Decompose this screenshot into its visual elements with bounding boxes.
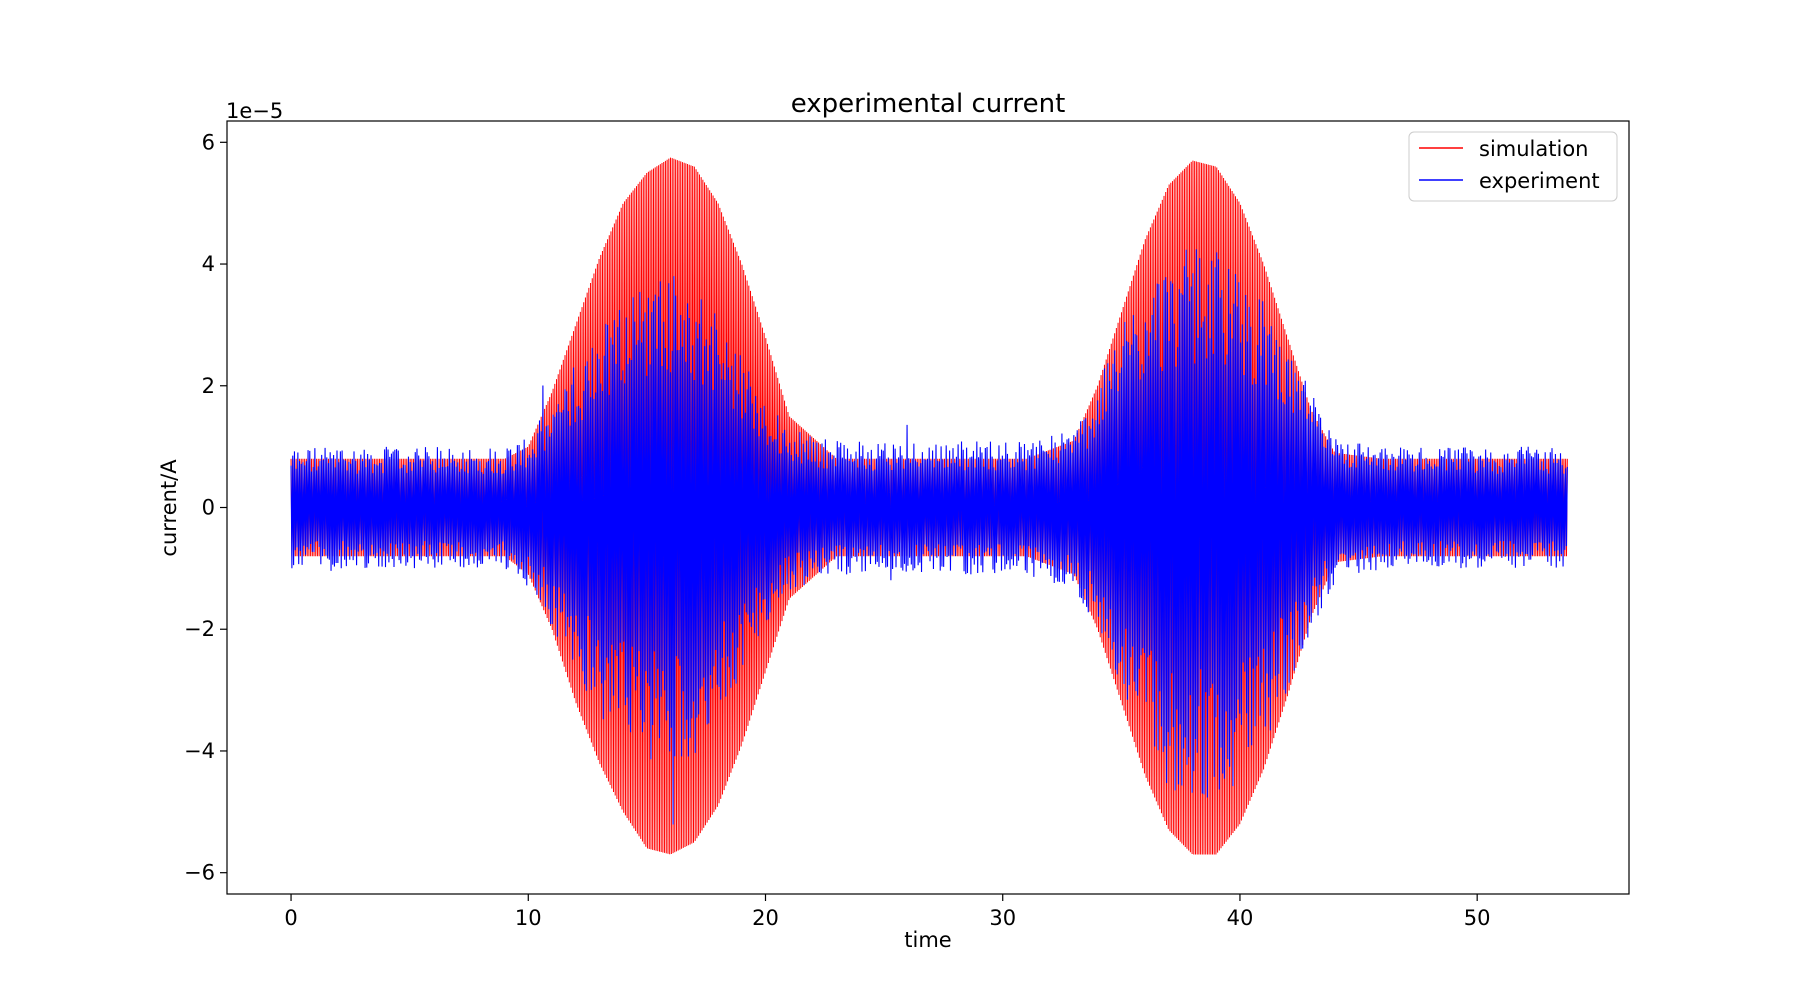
- y-tick-label: −2: [184, 617, 215, 641]
- plot-area: [290, 157, 1568, 855]
- series-layer: [290, 157, 1568, 855]
- x-tick-label: 10: [515, 906, 542, 930]
- y-tick-label: 2: [202, 374, 215, 398]
- legend-label-experiment: experiment: [1479, 169, 1600, 193]
- series-line-experiment: [290, 249, 1568, 825]
- y-tick-label: −6: [184, 861, 215, 885]
- legend-label-simulation: simulation: [1479, 137, 1588, 161]
- y-axis-offset-label: 1e−5: [226, 99, 283, 123]
- legend: simulation experiment: [1408, 131, 1618, 202]
- y-tick-label: 4: [202, 252, 215, 276]
- x-axis-ticks: 0 10 20 30 40 50: [284, 894, 1491, 930]
- y-tick-label: 0: [202, 496, 215, 520]
- x-tick-label: 50: [1464, 906, 1491, 930]
- x-tick-label: 0: [284, 906, 297, 930]
- x-tick-label: 30: [989, 906, 1016, 930]
- y-axis-label: current/A: [157, 459, 181, 557]
- y-axis-ticks: 6 4 2 0 −2 −4 −6: [184, 130, 227, 885]
- legend-box: [1408, 131, 1618, 202]
- x-tick-label: 40: [1227, 906, 1254, 930]
- x-axis-label: time: [904, 928, 951, 952]
- chart-title: experimental current: [791, 89, 1066, 119]
- y-tick-label: −4: [184, 739, 215, 763]
- x-tick-label: 20: [752, 906, 779, 930]
- y-tick-label: 6: [202, 130, 215, 154]
